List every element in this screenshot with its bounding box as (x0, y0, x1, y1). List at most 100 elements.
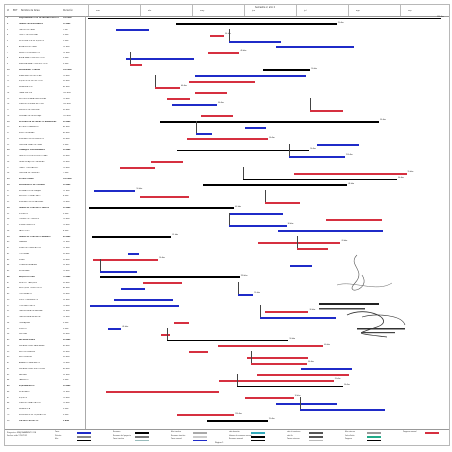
task-bar[interactable] (139, 195, 189, 198)
task-row[interactable]: 18 PRUEBAS DE DESPISTAJE 120 días (5, 114, 85, 119)
task-row[interactable]: 44 LOSAS ALIGERADAS 25 días (5, 263, 85, 268)
task-bar[interactable] (207, 52, 240, 54)
task-bar[interactable] (256, 374, 350, 376)
task-bar[interactable] (188, 80, 256, 83)
task-row[interactable]: 48 REVOQUES Y ENLUCIDOS 45 días (5, 286, 85, 291)
summary-bar[interactable] (89, 207, 235, 209)
task-bar[interactable] (115, 29, 149, 31)
task-bar[interactable] (155, 86, 181, 89)
task-row[interactable]: 31 EXCAVACION DE ZANJAS 12 días (5, 189, 85, 194)
task-bar[interactable] (209, 34, 225, 37)
task-bar[interactable] (290, 264, 313, 267)
task-row[interactable]: 63 SALIDAS 25 días (5, 373, 85, 378)
summary-bar[interactable] (176, 23, 337, 25)
task-row[interactable]: 2 OBRAS PROVISIONALES 15 días (5, 22, 85, 27)
task-bar[interactable] (200, 115, 233, 118)
task-row[interactable]: 30 MOVIMIENTO DE TIERRAS 20 días (5, 183, 85, 188)
task-bar[interactable] (196, 132, 212, 135)
task-row[interactable]: 11 ELABORACION DEL PLAN 10 días (5, 74, 85, 79)
task-row[interactable]: 43 VIGAS 30 días (5, 258, 85, 263)
task-row[interactable]: 22 ELIMINACION DE RESIDUOS 90 días (5, 137, 85, 142)
task-bar[interactable] (172, 103, 217, 106)
task-row[interactable]: 29 ESTRUCTURAS 105 días (5, 177, 85, 182)
task-bar[interactable] (260, 316, 337, 319)
task-row[interactable]: 71 FIN DEL PROYECTO 0 días (5, 419, 85, 424)
task-bar[interactable] (244, 126, 266, 129)
task-bar[interactable] (300, 368, 353, 371)
task-row[interactable]: 25 DEMOLICION DE ESTRUCTURAS 30 días (5, 154, 85, 159)
task-bar[interactable] (143, 282, 182, 284)
task-row[interactable]: 13 SEÑALIZACION 45 días (5, 85, 85, 90)
task-row[interactable]: 20 ACONDICIONAMIENTO 45 días (5, 125, 85, 130)
summary-bar[interactable] (88, 17, 441, 19)
task-bar[interactable] (174, 322, 189, 325)
task-row[interactable]: 21 RIEGO DE AREAS 60 días (5, 131, 85, 136)
task-row[interactable]: 66 MOBILIARIO 15 días (5, 390, 85, 395)
task-row[interactable]: 38 FALSO PISO 8 días (5, 229, 85, 234)
task-bar[interactable] (275, 402, 337, 405)
summary-bar[interactable] (242, 178, 398, 180)
task-bar[interactable] (93, 190, 136, 192)
task-bar[interactable] (176, 414, 234, 417)
task-bar[interactable] (93, 259, 159, 261)
task-row[interactable]: 14 CAPACITACION 195 días (5, 91, 85, 96)
task-row[interactable]: 5 MOVILIZACION DE EQUIPOS 2 días (5, 39, 85, 44)
task-bar[interactable] (90, 305, 180, 307)
task-bar[interactable] (325, 218, 382, 221)
task-bar[interactable] (265, 310, 309, 313)
task-row[interactable]: 23 LIMPIEZA FINAL DE OBRA 5 días (5, 143, 85, 148)
task-row[interactable]: 53 CARPINTERIA METALICA 15 días (5, 315, 85, 320)
task-row[interactable]: 17 INSUMOS DE LIMPIEZA 90 días (5, 108, 85, 113)
summary-bar[interactable] (177, 149, 309, 152)
task-row[interactable]: 64 TABLEROS 5 días (5, 378, 85, 383)
task-bar[interactable] (299, 408, 386, 411)
task-bar[interactable] (120, 287, 145, 290)
task-row[interactable]: 68 PLAN DE CAPACITACION 10 días (5, 401, 85, 406)
task-bar[interactable] (194, 92, 227, 95)
task-bar[interactable] (244, 397, 294, 399)
task-row[interactable]: 24 TRABAJOS PRELIMINARES 30 días (5, 148, 85, 153)
task-row[interactable]: 41 VIGAS DE CIMENTACION 12 días (5, 246, 85, 251)
summary-bar[interactable] (167, 339, 289, 341)
task-row[interactable]: 3 CARTEL DE OBRA 1 día (5, 28, 85, 33)
task-bar[interactable] (264, 201, 301, 204)
task-row[interactable]: 61 APARATOS SANITARIOS 10 días (5, 361, 85, 366)
task-bar[interactable] (107, 328, 122, 330)
summary-bar[interactable] (237, 385, 343, 387)
summary-bar[interactable] (160, 121, 380, 123)
task-bar[interactable] (317, 144, 359, 146)
task-row[interactable]: 1 MEJORAMIENTO DE LA INFRAESTRUCTURA 195 d… (5, 16, 85, 21)
task-bar[interactable] (296, 247, 328, 250)
task-row[interactable]: 47 MUROS Y TABIQUES 30 días (5, 281, 85, 286)
task-row[interactable]: 6 ALMACEN DE OBRA 15 días (5, 45, 85, 50)
task-row[interactable]: 50 PISOS Y PAVIMENTOS 25 días (5, 298, 85, 303)
task-bar[interactable] (189, 351, 209, 353)
task-row[interactable]: 26 DESMONTAJE DE CUBIERTAS 20 días (5, 160, 85, 165)
task-row[interactable]: 65 EQUIPAMIENTO 20 días (5, 384, 85, 389)
task-row[interactable]: 36 CIMIENTOS CORRIDOS 10 días (5, 217, 85, 222)
task-row[interactable]: 28 LIMPIEZA DE TERRENO 7 días (5, 171, 85, 176)
summary-bar[interactable] (99, 276, 240, 278)
task-row[interactable]: 34 OBRAS DE CONCRETO SIMPLE 25 días (5, 206, 85, 211)
task-row[interactable]: 51 CONTRAZOCALOS 10 días (5, 304, 85, 309)
task-bar[interactable] (151, 161, 184, 164)
task-bar[interactable] (237, 293, 254, 296)
task-row[interactable]: 32 RELLENO COMPACTADO 8 días (5, 194, 85, 199)
summary-bar[interactable] (92, 236, 172, 238)
task-bar[interactable] (125, 57, 194, 60)
task-row[interactable]: 59 RED DE DESAGUE 30 días (5, 350, 85, 355)
task-row[interactable]: 54 CERRAJERIA 5 días (5, 321, 85, 326)
task-bar[interactable] (194, 75, 306, 77)
task-row[interactable]: 69 SEÑALETICA 5 días (5, 407, 85, 412)
task-row[interactable]: 12 EQUIPOS DE PROTECCION 30 días (5, 79, 85, 84)
task-bar[interactable] (186, 138, 268, 141)
task-bar[interactable] (114, 299, 173, 302)
task-bar[interactable] (218, 379, 334, 382)
task-bar[interactable] (160, 333, 171, 336)
task-bar[interactable] (119, 167, 156, 169)
task-bar[interactable] (106, 391, 220, 394)
task-row[interactable]: 39 OBRAS DE CONCRETO ARMADO 60 días (5, 235, 85, 240)
task-row[interactable]: 56 PINTURA 30 días (5, 332, 85, 337)
task-bar[interactable] (217, 345, 324, 348)
task-row[interactable]: 9 ENERGIA PARA CONSTRUCCION 5 días (5, 62, 85, 67)
